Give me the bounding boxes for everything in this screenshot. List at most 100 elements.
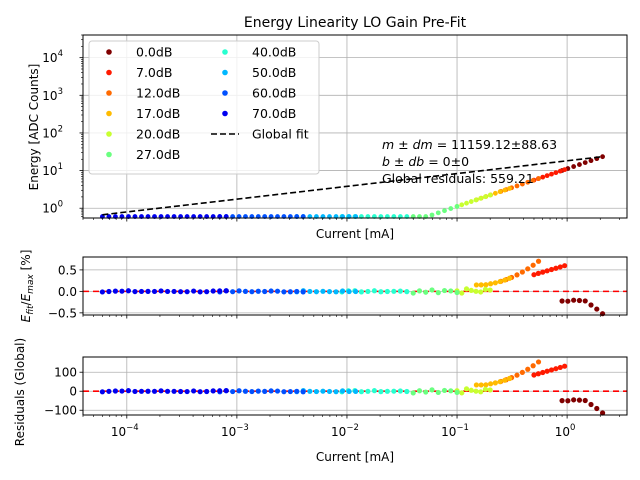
relative-residual-point <box>125 288 132 294</box>
legend-marker <box>106 69 112 76</box>
relative-residual-point <box>158 288 164 294</box>
relative-residual-point <box>562 263 568 269</box>
relative-residual-point <box>204 289 210 295</box>
legend-marker <box>106 110 112 117</box>
global-fit-line <box>102 155 603 216</box>
y-tick-label: 102 <box>42 124 63 140</box>
global-residual-point <box>483 382 489 388</box>
energy-point <box>507 186 512 191</box>
global-residual-point <box>473 388 479 394</box>
energy-point <box>483 194 488 200</box>
relative-residual-point <box>514 272 520 278</box>
relative-residual-point <box>262 288 268 295</box>
energy-point <box>540 174 546 180</box>
relative-residual-point <box>548 266 555 273</box>
relative-residual-point <box>478 289 484 295</box>
relative-residual-point <box>416 288 423 294</box>
global-residual-point <box>242 388 249 394</box>
legend-marker <box>106 151 112 158</box>
global-residual-point <box>454 389 460 395</box>
global-residual-grid <box>83 357 627 415</box>
energy-point <box>544 173 550 179</box>
relative-residual-point <box>404 289 410 295</box>
global-residual-point <box>223 388 229 394</box>
global-residual-point <box>384 388 390 394</box>
relative-residual-point <box>423 289 429 295</box>
legend-marker <box>106 131 112 137</box>
relative-residual-point <box>594 306 600 312</box>
relative-residual-point <box>132 288 138 295</box>
global-residual-point <box>482 386 489 392</box>
global-residual-point <box>535 359 542 365</box>
global-residual-point <box>197 389 203 395</box>
energy-point <box>497 189 503 195</box>
legend: 0.0dB 7.0dB 12.0dB 17.0dB 20.0dB 27.0dB 40.0dB… <box>88 40 320 175</box>
global-residual-point <box>339 388 346 394</box>
relative-residual-ticks: −0.5 0.0 0.5 <box>48 263 620 320</box>
global-residual-point <box>262 388 268 394</box>
relative-residual-point <box>544 268 550 274</box>
relative-residual-point <box>576 297 583 304</box>
legend-item: 0.0dB <box>106 45 172 60</box>
global-residual-point <box>151 388 158 394</box>
energy-point <box>519 181 525 187</box>
global-residual-point <box>548 367 555 373</box>
relative-residual-points <box>99 258 606 317</box>
relative-residual-point <box>223 288 229 294</box>
relative-residual-point <box>242 288 249 295</box>
global-residual-point <box>530 363 536 369</box>
annotation-intercept: b ± db = 0±0 <box>382 154 469 169</box>
relative-residual-point <box>339 288 346 294</box>
relative-residual-point <box>171 288 177 295</box>
energy-point <box>448 206 454 211</box>
global-residual-point <box>416 388 423 394</box>
legend-marker <box>106 49 112 55</box>
energy-point <box>588 158 594 164</box>
relative-residual-point <box>459 290 465 296</box>
global-residual-point <box>562 363 568 369</box>
energy-axes-frame <box>82 34 628 219</box>
relative-residual-point <box>565 298 571 304</box>
global-residual-point <box>492 380 498 386</box>
global-residual-point <box>320 388 326 394</box>
relative-residual-grid <box>83 257 627 315</box>
energy-point <box>600 154 605 160</box>
legend-box <box>88 40 320 175</box>
relative-residual-point <box>307 288 313 295</box>
global-residual-point <box>353 388 359 395</box>
global-residual-point <box>346 388 352 395</box>
relative-residual-point <box>274 288 281 294</box>
global-residual-point <box>191 388 197 394</box>
relative-residual-point <box>378 289 384 295</box>
relative-residual-point <box>473 288 479 294</box>
energy-point <box>582 160 588 166</box>
global-residual-point <box>463 386 470 392</box>
legend-label: 20.0dB <box>136 127 180 142</box>
y-tick-label: 103 <box>42 87 63 103</box>
relative-residual-point <box>371 288 377 294</box>
legend-item: 50.0dB <box>222 65 296 80</box>
relative-residual-point <box>255 288 261 294</box>
global-residual-point <box>468 387 474 393</box>
global-residual-x-axis-label: Current [mA] <box>316 450 394 464</box>
y-tick-label: 100 <box>54 366 77 380</box>
relative-residual-point <box>488 281 494 287</box>
global-residual-point <box>333 389 339 395</box>
energy-point <box>562 167 568 173</box>
global-residual-point <box>565 398 571 404</box>
legend-marker <box>222 49 228 55</box>
relative-residual-point <box>530 262 536 268</box>
relative-residual-point <box>540 269 546 275</box>
energy-point <box>549 171 554 177</box>
energy-point <box>454 204 460 209</box>
global-residual-point <box>236 388 242 394</box>
global-residual-point <box>210 388 216 394</box>
x-tick-label: 10−3 <box>221 423 249 439</box>
x-tick-label: 10−1 <box>441 423 469 439</box>
global-residual-point <box>488 381 494 387</box>
legend-item: 40.0dB <box>222 45 296 60</box>
legend-marker <box>222 90 228 96</box>
annotation-slope: m ± dm = 11159.12±88.63 <box>382 137 557 152</box>
legend-item: 20.0dB <box>106 127 180 142</box>
